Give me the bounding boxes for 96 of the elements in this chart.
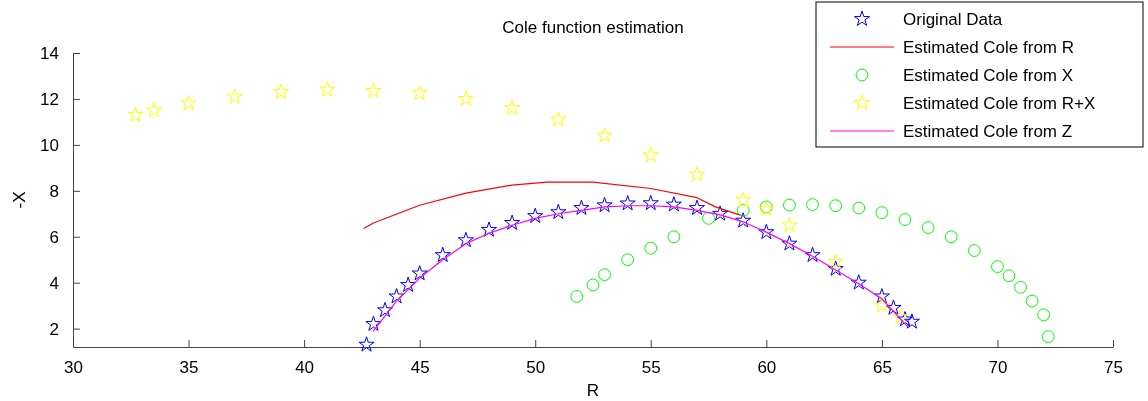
point <box>991 260 1004 274</box>
point <box>1037 308 1051 322</box>
point <box>758 223 775 240</box>
point <box>896 311 914 327</box>
point <box>702 211 715 225</box>
point <box>892 308 909 325</box>
point <box>504 99 521 116</box>
point <box>642 146 659 163</box>
x-tick-label: 50 <box>526 358 546 378</box>
point <box>570 290 584 303</box>
point <box>898 213 912 226</box>
point <box>319 81 336 97</box>
point <box>736 203 750 217</box>
point <box>550 203 567 220</box>
point <box>1002 269 1016 283</box>
point <box>400 276 417 292</box>
point <box>596 127 613 143</box>
point <box>621 253 635 267</box>
point <box>388 288 405 304</box>
point <box>944 230 958 244</box>
point <box>781 235 798 251</box>
point <box>735 212 752 228</box>
point <box>457 90 474 106</box>
point <box>365 82 382 98</box>
point <box>596 196 613 213</box>
x-tick-label: 60 <box>757 358 777 378</box>
chart-title: Cole function estimation <box>502 18 684 37</box>
x-tick-label: 30 <box>64 358 83 378</box>
point <box>827 253 844 269</box>
point <box>434 246 451 263</box>
point <box>527 207 544 223</box>
x-tick-label: 55 <box>641 358 661 378</box>
point <box>850 274 867 290</box>
y-tick-label: 12 <box>40 90 59 110</box>
x-tick-label: 40 <box>295 358 315 378</box>
y-tick-label: 6 <box>49 228 59 248</box>
x-axis-title: R <box>586 381 600 400</box>
point <box>619 195 636 211</box>
y-axis-title: -X <box>10 191 29 209</box>
point <box>829 199 843 213</box>
legend-label: Estimated Cole from R <box>903 37 1074 57</box>
point <box>1041 330 1055 344</box>
point <box>145 102 162 118</box>
point <box>411 265 428 281</box>
point <box>365 315 382 331</box>
y-tick-label: 2 <box>49 320 59 340</box>
point <box>688 166 706 182</box>
point <box>688 199 706 215</box>
point <box>180 95 197 111</box>
point <box>644 241 658 255</box>
point <box>504 214 521 230</box>
point <box>875 206 889 220</box>
point <box>735 191 752 207</box>
point <box>1014 280 1027 294</box>
point <box>573 199 590 215</box>
point <box>665 196 682 212</box>
point <box>457 231 474 248</box>
point <box>712 205 729 221</box>
x-tick-label: 35 <box>179 358 199 378</box>
point <box>550 111 567 127</box>
legend-label: Estimated Cole from X <box>903 65 1074 85</box>
point <box>480 221 498 237</box>
point <box>272 83 290 99</box>
legend-label: Original Data <box>903 9 1003 29</box>
point <box>783 198 796 212</box>
point <box>376 301 394 318</box>
point <box>411 84 428 101</box>
point <box>885 299 902 315</box>
y-tick-label: 8 <box>49 182 59 202</box>
legend-label: Estimated Cole from R+X <box>903 93 1096 113</box>
x-tick-label: 65 <box>872 358 892 378</box>
point <box>806 198 819 211</box>
x-tick-label: 45 <box>410 358 430 378</box>
point <box>873 288 890 304</box>
x-tick-label: 70 <box>988 358 1008 378</box>
y-tick-label: 10 <box>40 136 59 156</box>
point <box>903 313 920 329</box>
point <box>827 260 844 276</box>
point <box>598 268 611 282</box>
point <box>781 216 798 233</box>
point <box>1025 294 1039 308</box>
point <box>921 221 935 234</box>
point <box>586 278 600 292</box>
x-tick-label: 75 <box>1104 358 1123 378</box>
point <box>226 88 243 104</box>
point <box>642 194 659 211</box>
point <box>852 201 866 215</box>
point <box>667 230 681 244</box>
point <box>358 336 375 352</box>
y-tick-label: 14 <box>40 44 59 64</box>
point <box>804 246 821 263</box>
legend-label: Estimated Cole from Z <box>903 121 1073 141</box>
point <box>967 244 981 257</box>
point <box>873 297 890 313</box>
point <box>127 106 144 122</box>
y-tick-label: 4 <box>49 274 59 294</box>
